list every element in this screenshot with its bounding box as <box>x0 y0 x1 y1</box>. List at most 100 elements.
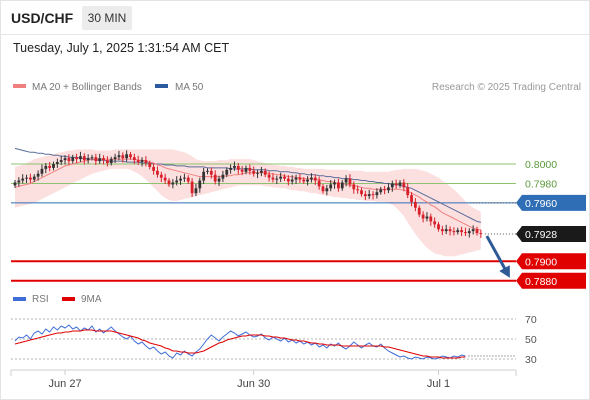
candle-body <box>82 156 86 161</box>
candle <box>437 221 440 232</box>
price-tag-0.7880-bg <box>516 272 586 289</box>
candle-body <box>433 221 437 225</box>
price-tags: 0.8000 0.7980 0.7960 0.7900 0.7880 0.7928 <box>516 159 586 289</box>
candle-body <box>371 194 375 196</box>
candle-body <box>310 177 313 180</box>
candle-body <box>40 168 44 174</box>
candle-body <box>425 216 429 219</box>
candle <box>48 162 52 172</box>
candle-body <box>337 182 340 189</box>
candle <box>233 161 236 171</box>
candle <box>121 152 125 163</box>
candle <box>202 167 206 184</box>
candle-body <box>267 174 271 178</box>
candle-body <box>102 158 105 161</box>
candle <box>136 155 140 165</box>
candle-body <box>414 201 417 208</box>
candle <box>360 187 363 197</box>
candle <box>229 164 232 174</box>
candle-body <box>98 158 102 162</box>
candle <box>217 175 221 186</box>
candle <box>32 174 36 182</box>
candle-body <box>448 229 452 232</box>
candle <box>183 173 186 182</box>
rsi-tick-70: 70 <box>525 314 537 326</box>
price-tag-0.7880: 0.7880 <box>525 276 557 288</box>
candle-body <box>29 177 32 180</box>
candle-body <box>329 184 333 189</box>
candle-body <box>233 165 236 168</box>
candle <box>417 205 421 218</box>
candle <box>40 164 44 177</box>
candle-body <box>148 163 152 167</box>
candle-body <box>348 178 352 185</box>
candle <box>375 188 379 199</box>
timeframe-badge[interactable]: 30 MIN <box>82 6 132 30</box>
candle <box>198 177 202 193</box>
candle <box>464 227 467 236</box>
candle-body <box>36 173 40 177</box>
candle-body <box>387 187 390 191</box>
candle-body <box>398 182 402 186</box>
candle-body <box>79 156 82 160</box>
candle-body <box>106 160 109 164</box>
candle-body <box>175 180 179 183</box>
candle <box>194 183 198 197</box>
candle-body <box>152 166 155 171</box>
candle-body <box>456 230 460 233</box>
candle-body <box>52 164 55 168</box>
candle <box>283 174 286 182</box>
candle <box>82 153 86 165</box>
candle-body <box>471 229 475 232</box>
candle <box>125 150 129 162</box>
candle <box>71 154 75 164</box>
candlesticks <box>13 150 483 238</box>
candle <box>340 180 344 191</box>
candle-body <box>240 169 244 172</box>
candle-body <box>190 181 194 194</box>
candle-body <box>13 182 17 186</box>
candle <box>414 198 417 212</box>
price-tag-last-bg <box>516 226 586 243</box>
legend-ma50-swatch <box>155 84 168 88</box>
candle <box>317 176 321 190</box>
candle-body <box>286 178 290 182</box>
candle-body <box>136 160 140 163</box>
rsi-tick-50: 50 <box>525 334 537 346</box>
candle <box>244 165 248 175</box>
candle <box>394 179 398 189</box>
candle <box>240 165 244 176</box>
candle-body <box>263 170 267 175</box>
candle <box>113 153 117 164</box>
legend-rsi-ma-label: 9MA <box>81 294 102 305</box>
candle-body <box>86 158 90 161</box>
candle-body <box>217 178 221 182</box>
candle-body <box>421 214 425 219</box>
candle-body <box>340 182 344 189</box>
candle-body <box>32 176 36 180</box>
candle-body <box>402 182 406 188</box>
candle <box>306 176 309 186</box>
candle-body <box>67 158 71 162</box>
candle <box>302 177 306 184</box>
candle <box>475 226 479 236</box>
candle <box>186 175 190 184</box>
price-tag-0.7900: 0.7900 <box>525 256 557 268</box>
candle <box>321 183 325 194</box>
symbol-title: USD/CHF <box>11 10 74 26</box>
candle-body <box>298 177 302 180</box>
candle-body <box>55 162 59 164</box>
candle-body <box>275 178 279 180</box>
candle <box>329 180 333 192</box>
candle <box>348 174 352 188</box>
candle <box>429 213 433 226</box>
candle-body <box>313 177 317 181</box>
candle <box>152 163 155 175</box>
candle-body <box>90 157 94 159</box>
bollinger-band-area <box>15 149 481 257</box>
candle <box>410 192 413 207</box>
candle-body <box>25 177 28 179</box>
legend-ma20-label: MA 20 + Bollinger Bands <box>32 82 142 93</box>
candle-body <box>283 176 286 179</box>
